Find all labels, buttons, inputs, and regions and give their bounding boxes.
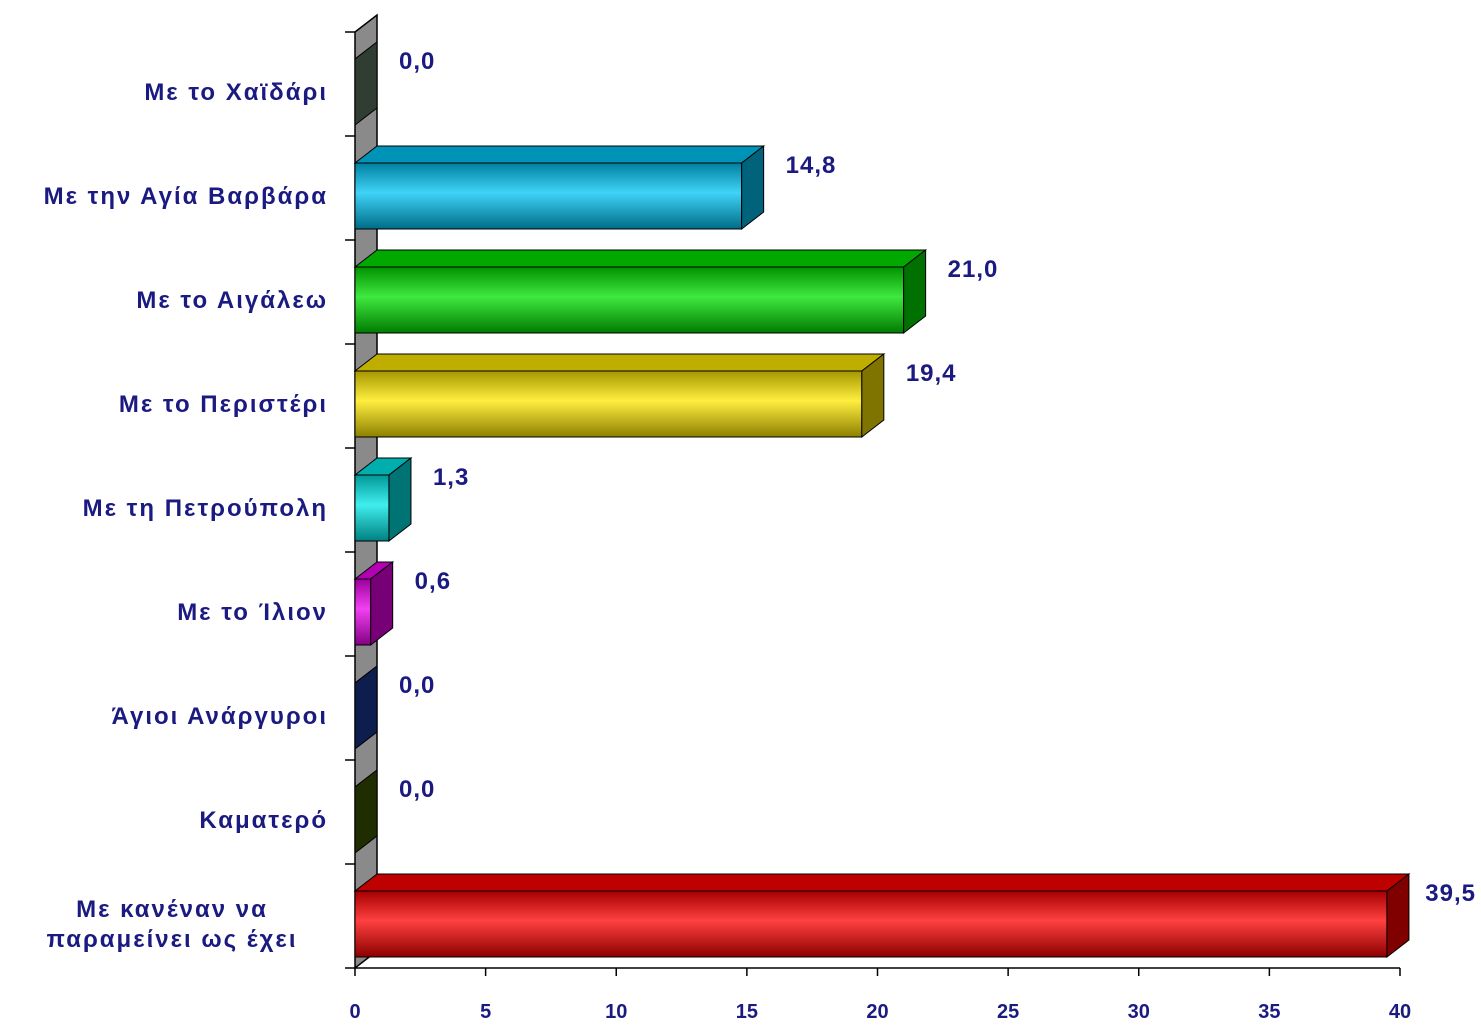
bar-front-face (354, 890, 1388, 958)
category-label: Καματερό (199, 807, 328, 834)
bar-top-face (353, 873, 1411, 892)
category-label: Με το Περιστέρι (119, 391, 328, 418)
bar-front-face (354, 370, 863, 438)
bar (354, 768, 378, 855)
bar-top-face (353, 145, 766, 164)
bar-side-face (354, 664, 378, 751)
data-label: 0,0 (399, 776, 435, 803)
x-tick-label: 5 (480, 1001, 491, 1023)
bar-side-face (861, 352, 885, 439)
data-label: 21,0 (948, 256, 999, 283)
bar-front-face (354, 162, 743, 230)
category-label: Με το Αιγάλεω (136, 287, 328, 314)
x-tick-label: 10 (605, 1001, 627, 1023)
data-label: 39,5 (1425, 880, 1476, 907)
data-label: 1,3 (433, 464, 469, 491)
bar (353, 560, 395, 647)
category-label: παραμείνει ως έχει (46, 926, 297, 953)
bar (353, 456, 413, 543)
bar-front-face (354, 266, 905, 334)
bar (353, 248, 928, 335)
bar-side-face (1386, 872, 1410, 959)
x-tick-label: 0 (349, 1001, 360, 1023)
bar-side-face (741, 144, 765, 231)
x-tick-label: 30 (1128, 1001, 1150, 1023)
bars (353, 40, 1411, 959)
bar-side-face (903, 248, 927, 335)
bar-front-face (354, 578, 372, 646)
bar (353, 144, 766, 231)
data-labels: 0,0 14,8 21,0 19,4 1,3 0,6 0,0 0,0 39,5 (399, 48, 1476, 907)
x-tick-label: 25 (997, 1001, 1019, 1023)
bar (353, 872, 1411, 959)
bar-top-face (353, 249, 928, 268)
category-label: Με το Ίλιον (177, 599, 328, 626)
category-label: Άγιοι Ανάργυροι (112, 703, 328, 730)
bar-top-face (353, 353, 886, 372)
bar-side-face (370, 560, 394, 647)
category-label: Με κανέναν να (76, 896, 268, 923)
category-label: Με το Χαϊδάρι (144, 79, 328, 106)
bar (353, 352, 886, 439)
x-tick-label: 40 (1389, 1001, 1411, 1023)
bar (354, 664, 378, 751)
data-label: 14,8 (786, 152, 837, 179)
bar-front-face (354, 474, 390, 542)
bar-side-face (388, 456, 412, 543)
data-label: 0,0 (399, 48, 435, 75)
bar (354, 40, 378, 127)
x-axis: 0 5 10 15 20 25 30 35 40 (349, 967, 1411, 1023)
category-label: Με την Αγία Βαρβάρα (44, 183, 328, 210)
bar-side-face (354, 40, 378, 127)
x-tick-label: 15 (736, 1001, 758, 1023)
x-tick-label: 35 (1258, 1001, 1280, 1023)
bar-side-face (354, 768, 378, 855)
category-label: Με τη Πετρούπολη (83, 495, 328, 522)
category-labels: Με το Χαϊδάρι Με την Αγία Βαρβάρα Με το Αι… (44, 79, 328, 953)
data-label: 0,0 (399, 672, 435, 699)
data-label: 0,6 (415, 568, 451, 595)
x-tick-label: 20 (866, 1001, 888, 1023)
data-label: 19,4 (906, 360, 957, 387)
